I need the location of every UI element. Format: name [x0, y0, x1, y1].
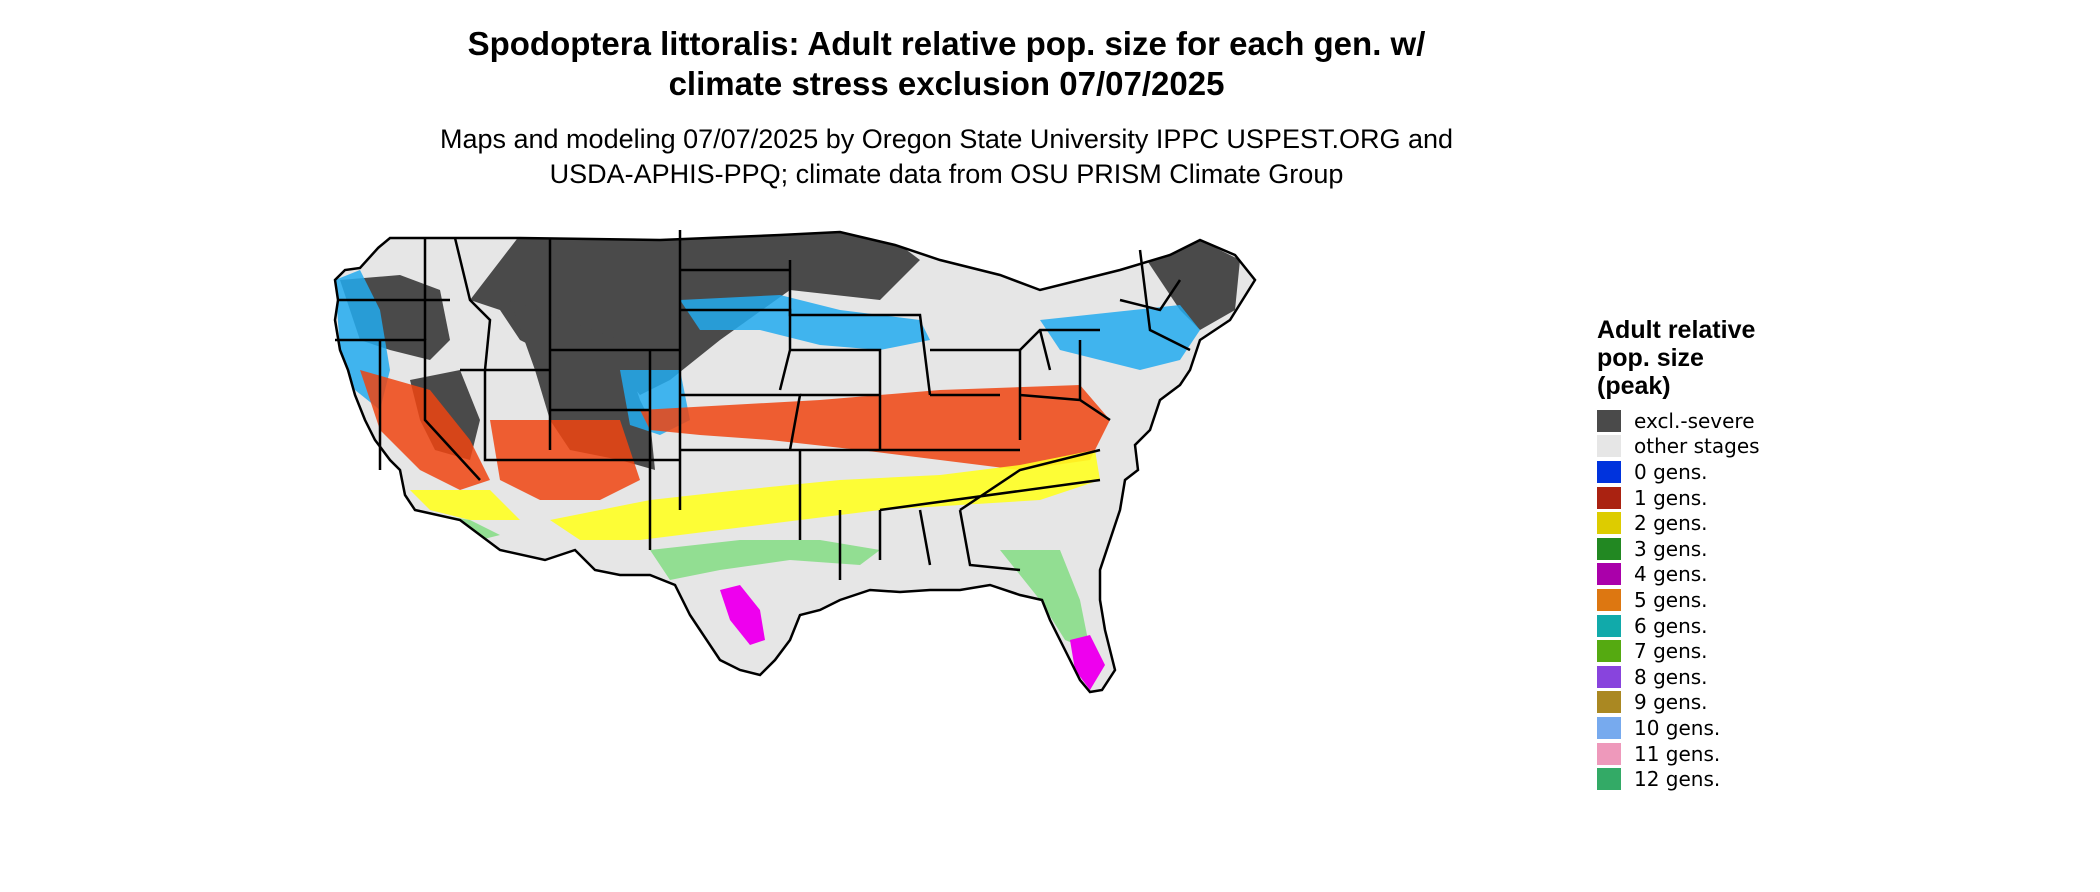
state-borders: [333, 230, 1257, 694]
legend-title-line-2: pop. size: [1597, 344, 1704, 372]
legend-label: other stages: [1634, 434, 1760, 459]
legend-item: 0 gens.: [1597, 459, 1837, 485]
legend-label: 9 gens.: [1634, 690, 1708, 715]
legend-swatch: [1597, 512, 1621, 535]
region-magenta-texas: [720, 585, 765, 645]
legend-swatch: [1597, 768, 1621, 791]
legend-label: excl.-severe: [1634, 408, 1755, 433]
legend-item: 1 gens.: [1597, 485, 1837, 511]
legend-label: 3 gens.: [1634, 536, 1708, 561]
border-west-coast-states: [335, 298, 481, 481]
legend-item: 9 gens.: [1597, 690, 1837, 716]
border-outline: [333, 230, 1257, 694]
border-east: [1019, 249, 1191, 422]
legend-item: excl.-severe: [1597, 408, 1837, 434]
region-green-gulf: [650, 540, 880, 580]
title-line-1: Spodoptera littoralis: Adult relative po…: [467, 25, 1426, 62]
map-subtitle: Maps and modeling 07/07/2025 by Oregon S…: [0, 122, 1893, 192]
legend: Adult relative pop. size (peak) excl.-se…: [1597, 316, 1837, 792]
map-title: Spodoptera littoralis: Adult relative po…: [0, 24, 1893, 104]
region-magenta-florida: [1070, 635, 1105, 690]
legend-swatch: [1597, 563, 1621, 586]
border-idaho-montana: [423, 237, 550, 372]
region-yellow-south: [550, 450, 1100, 540]
legend-swatch: [1597, 640, 1621, 663]
legend-item: 5 gens.: [1597, 587, 1837, 613]
legend-item: 6 gens.: [1597, 613, 1837, 639]
legend-label: 6 gens.: [1634, 613, 1708, 638]
border-mountain: [483, 238, 680, 462]
legend-label: 12 gens.: [1634, 767, 1721, 792]
legend-swatch: [1597, 614, 1621, 637]
legend-item: 4 gens.: [1597, 562, 1837, 588]
legend-label: 5 gens.: [1634, 587, 1708, 612]
legend-swatch: [1597, 665, 1621, 688]
legend-swatch: [1597, 435, 1621, 458]
legend-title: Adult relative pop. size (peak): [1597, 316, 1837, 400]
border-south: [798, 448, 1101, 580]
legend-swatch: [1597, 460, 1621, 483]
legend-items: excl.-severe other stages 0 gens. 1 gens…: [1597, 408, 1837, 792]
legend-item: 2 gens.: [1597, 510, 1837, 536]
title-line-2: climate stress exclusion 07/07/2025: [668, 65, 1225, 102]
legend-item: 7 gens.: [1597, 638, 1837, 664]
legend-item: other stages: [1597, 434, 1837, 460]
legend-item: 8 gens.: [1597, 664, 1837, 690]
subtitle-line-1: Maps and modeling 07/07/2025 by Oregon S…: [439, 124, 1454, 154]
legend-swatch: [1597, 486, 1621, 509]
legend-item: 10 gens.: [1597, 715, 1837, 741]
legend-label: 2 gens.: [1634, 511, 1708, 536]
legend-label: 11 gens.: [1634, 741, 1721, 766]
legend-title-line-1: Adult relative: [1597, 316, 1756, 344]
legend-swatch: [1597, 588, 1621, 611]
legend-label: 10 gens.: [1634, 715, 1721, 740]
subtitle-line-2: USDA-APHIS-PPQ; climate data from OSU PR…: [549, 159, 1344, 189]
region-orange-west: [360, 370, 490, 490]
legend-title-line-3: (peak): [1597, 372, 1671, 400]
legend-swatch: [1597, 537, 1621, 560]
region-green-florida: [1000, 550, 1090, 650]
legend-label: 8 gens.: [1634, 664, 1708, 689]
us-map: [333, 230, 1257, 694]
region-exclusion-great-lakes: [740, 232, 920, 300]
legend-label: 1 gens.: [1634, 485, 1708, 510]
legend-item: 12 gens.: [1597, 766, 1837, 792]
legend-label: 7 gens.: [1634, 639, 1708, 664]
legend-swatch: [1597, 742, 1621, 765]
legend-label: 4 gens.: [1634, 562, 1708, 587]
legend-swatch: [1597, 409, 1621, 432]
legend-swatch: [1597, 691, 1621, 714]
region-yellow-southwest: [410, 490, 520, 520]
legend-item: 11 gens.: [1597, 741, 1837, 767]
border-plains: [648, 230, 802, 550]
region-exclusion-northeast: [1140, 235, 1240, 330]
legend-label: 0 gens.: [1634, 459, 1708, 484]
legend-item: 3 gens.: [1597, 536, 1837, 562]
legend-swatch: [1597, 716, 1621, 739]
